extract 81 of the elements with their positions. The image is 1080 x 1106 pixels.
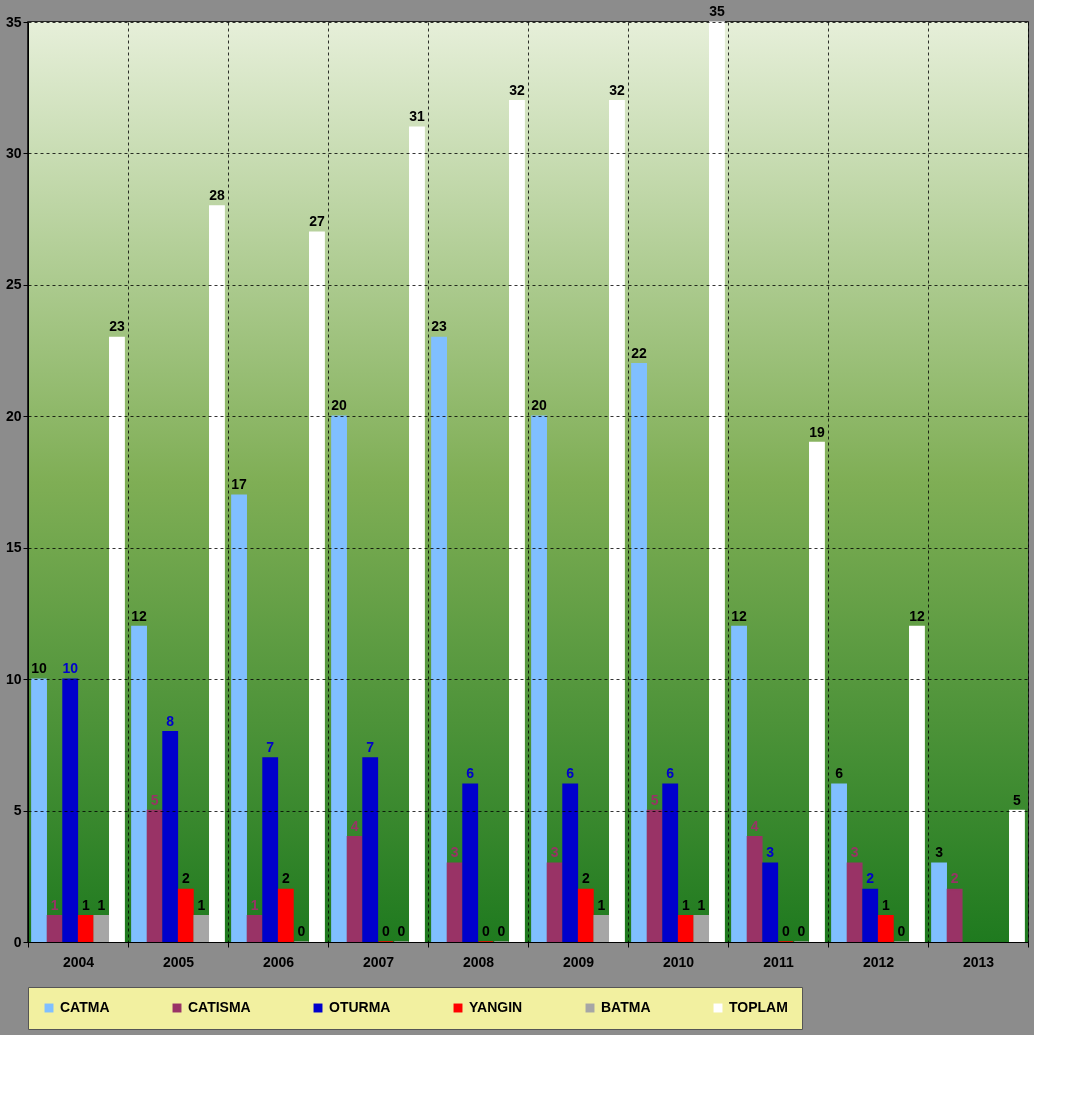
data-label: 31: [409, 108, 425, 125]
data-label: 1: [97, 896, 106, 913]
data-label: 12: [131, 607, 148, 624]
data-label: 17: [231, 476, 248, 493]
x-tick-label: 2009: [562, 953, 595, 970]
data-label: 3: [766, 844, 775, 861]
legend-label: OTURMA: [329, 999, 391, 1015]
y-tick-label: 35: [5, 13, 22, 30]
data-label: 2: [281, 870, 290, 887]
legend-label: TOPLAM: [729, 999, 788, 1015]
x-tick-label: 2007: [362, 953, 395, 970]
data-label: 0: [381, 923, 390, 939]
data-label: 2: [181, 870, 190, 887]
x-tick-label: 2013: [962, 953, 995, 970]
data-label: 1: [597, 896, 606, 913]
data-label: 3: [550, 844, 559, 861]
data-label: 23: [431, 318, 448, 335]
data-label: 3: [935, 844, 944, 861]
x-tick-label: 2004: [62, 953, 95, 970]
data-label: 28: [209, 187, 225, 203]
y-tick-label: 20: [5, 407, 22, 424]
data-label: 32: [609, 81, 625, 98]
data-label: 19: [809, 423, 825, 440]
legend-label: YANGIN: [469, 999, 523, 1015]
data-label: 6: [835, 765, 844, 782]
data-label: 1: [197, 896, 206, 913]
data-label: 20: [531, 397, 548, 414]
x-tick-label: 2005: [162, 953, 195, 970]
data-label: 0: [781, 923, 790, 939]
data-label: 2: [866, 870, 875, 887]
legend-label: CATMA: [60, 999, 110, 1015]
y-tick-label: 25: [5, 276, 22, 293]
data-label: 12: [731, 607, 748, 624]
data-label: 27: [309, 213, 325, 230]
data-label: 5: [150, 791, 159, 808]
data-label: 4: [750, 817, 759, 834]
y-tick-label: 30: [5, 144, 22, 161]
data-label: 6: [566, 765, 575, 782]
data-label: 0: [897, 923, 906, 939]
y-tick-label: 15: [5, 539, 22, 556]
x-tick-label: 2011: [763, 953, 794, 970]
data-label: 2: [581, 870, 590, 887]
data-label: 0: [397, 923, 406, 939]
data-label: 35: [709, 3, 725, 19]
data-label: 6: [666, 765, 675, 782]
y-tick-label: 5: [13, 802, 22, 819]
legend-label: CATISMA: [188, 999, 251, 1015]
data-label: 1: [881, 896, 890, 913]
data-label: 10: [62, 660, 79, 677]
y-tick-label: 0: [13, 933, 22, 950]
data-label: 1: [681, 896, 690, 913]
data-label: 23: [109, 318, 125, 335]
data-label: 8: [166, 712, 175, 729]
legend-label: BATMA: [601, 999, 651, 1015]
data-label: 0: [497, 923, 506, 939]
data-label: 0: [297, 923, 306, 939]
data-label: 1: [697, 896, 706, 913]
data-label: 1: [81, 896, 90, 913]
data-label: 6: [466, 765, 475, 782]
data-label: 22: [631, 344, 648, 361]
data-label: 20: [331, 397, 348, 414]
x-tick-label: 2012: [862, 953, 895, 970]
data-label: 32: [509, 81, 525, 98]
data-label: 10: [31, 660, 48, 677]
data-label: 7: [266, 739, 275, 755]
y-tick-label: 10: [5, 670, 22, 687]
data-label: 0: [481, 923, 490, 939]
data-label: 12: [909, 607, 925, 624]
x-tick-label: 2010: [662, 953, 695, 970]
data-label: 4: [350, 817, 359, 834]
data-label: 5: [650, 791, 659, 808]
data-label: 7: [366, 739, 375, 755]
data-label: 3: [850, 844, 859, 861]
x-tick-label: 2008: [462, 953, 495, 970]
x-tick-label: 2006: [262, 953, 295, 970]
data-label: 3: [450, 844, 459, 861]
data-label: 1: [50, 896, 59, 913]
data-label: 0: [797, 923, 806, 939]
data-label: 2: [950, 870, 959, 887]
data-label: 1: [250, 896, 259, 913]
data-label: 5: [1013, 791, 1022, 808]
